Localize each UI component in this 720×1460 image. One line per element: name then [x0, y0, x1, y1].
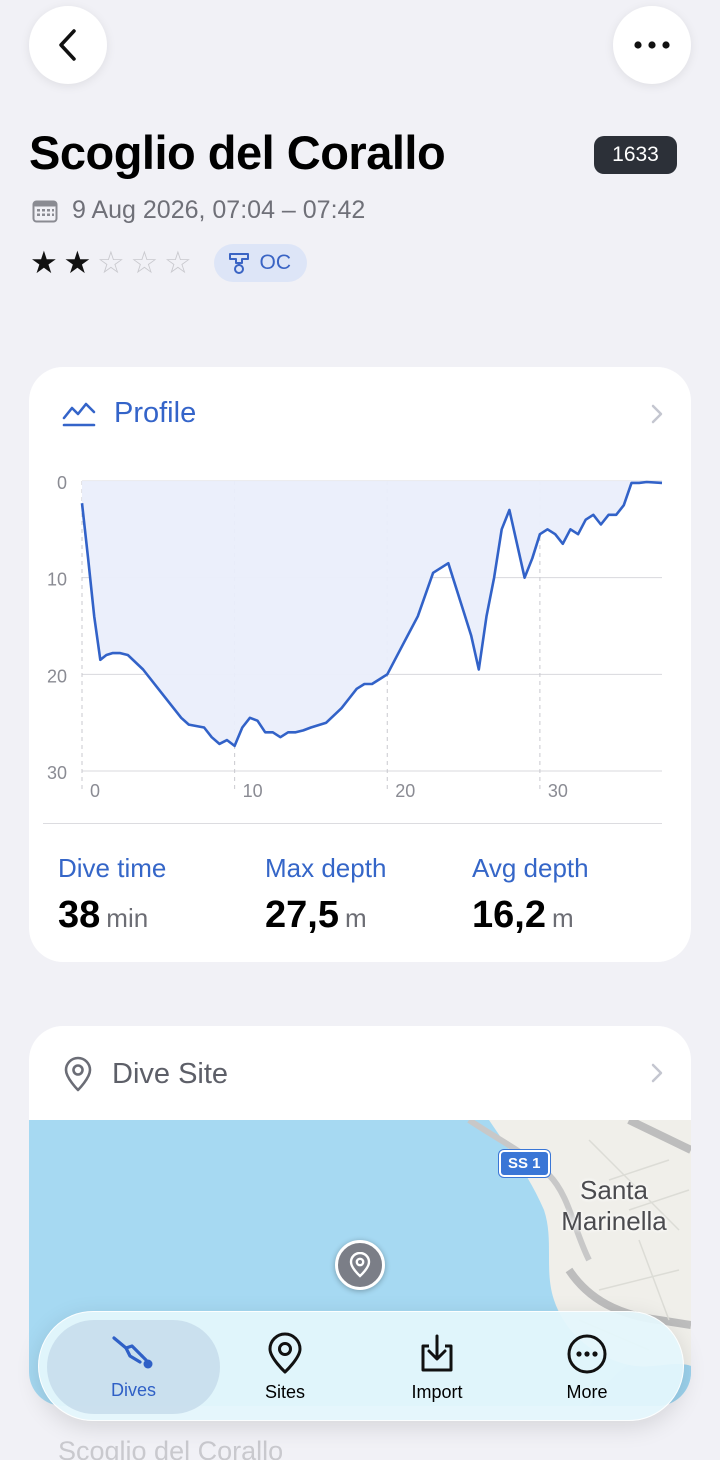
stat-unit: min — [106, 903, 149, 933]
stat-dive-time: Dive time 38 min — [58, 853, 166, 937]
import-icon — [421, 1334, 453, 1371]
stat-max-depth: Max depth 27,5 m — [265, 853, 386, 937]
circuit-badge-label: OC — [259, 251, 292, 274]
stat-avg-depth: Avg depth 16,2 m — [472, 853, 589, 937]
site-name-preview: Scoglio del Corallo — [58, 1436, 284, 1460]
date-row: 9 Aug 2026, 07:04 – 07:42 — [32, 196, 365, 225]
y-tick-label: 0 — [57, 473, 67, 493]
map-town-label: Santa Marinella — [561, 1175, 667, 1236]
stat-label: Dive time — [58, 853, 167, 883]
x-tick-label: 20 — [395, 781, 415, 801]
tab-label: More — [566, 1381, 608, 1402]
chevron-right-icon — [651, 404, 663, 424]
dive-site-card-title: Dive Site — [112, 1057, 229, 1090]
depth-profile-chart: 0 10 20 30 0 10 20 30 — [47, 473, 663, 801]
map-pin-icon — [268, 1332, 302, 1373]
calendar-icon — [32, 200, 58, 222]
depth-line — [80, 480, 663, 748]
tab-label: Sites — [264, 1381, 306, 1402]
dive-site-card-header: Dive Site — [62, 1056, 228, 1092]
x-tick-label: 0 — [90, 781, 100, 801]
star-empty-icon[interactable]: ☆ — [164, 245, 192, 280]
y-tick-label: 30 — [47, 763, 67, 783]
stats-divider — [43, 823, 662, 824]
tank-valve-icon — [228, 253, 249, 274]
chart-line-icon — [62, 402, 96, 426]
dive-date-range: 9 Aug 2026, 07:04 – 07:42 — [72, 196, 366, 224]
chevron-left-icon — [59, 29, 76, 61]
tab-label: Import — [411, 1381, 463, 1402]
tab-label: Dives — [110, 1379, 156, 1400]
chevron-right-icon — [651, 1063, 663, 1083]
x-tick-label: 10 — [243, 781, 263, 801]
location-pin-icon — [349, 1252, 371, 1278]
profile-card-title: Profile — [114, 397, 197, 429]
y-tick-label: 10 — [47, 570, 67, 590]
y-tick-label: 20 — [47, 666, 67, 686]
star-filled-icon[interactable]: ★ — [30, 245, 58, 280]
stat-label: Max depth — [265, 853, 387, 883]
dive-number-badge: 1633 — [594, 136, 677, 174]
profile-card-header: Profile — [62, 397, 196, 430]
site-pin-marker[interactable] — [335, 1240, 385, 1290]
stat-label: Avg depth — [472, 853, 589, 883]
stat-unit: m — [551, 903, 574, 933]
tab-bar: Dives Sites Import More — [38, 1311, 684, 1421]
stat-value: 27,5 — [265, 894, 339, 936]
tab-sites[interactable]: Sites — [209, 1312, 361, 1422]
stat-value: 38 — [58, 894, 101, 936]
stat-value: 16,2 — [472, 894, 546, 936]
star-filled-icon[interactable]: ★ — [63, 245, 92, 280]
location-pin-icon — [64, 1056, 92, 1092]
tab-more[interactable]: More — [511, 1312, 663, 1422]
more-circle-icon — [567, 1334, 607, 1373]
diver-icon — [111, 1335, 152, 1368]
circuit-badge: OC — [213, 244, 307, 282]
star-empty-icon[interactable]: ☆ — [97, 245, 125, 280]
tab-dives[interactable]: Dives — [47, 1320, 220, 1414]
dive-title: Scoglio del Corallo — [29, 126, 446, 179]
tab-import[interactable]: Import — [361, 1312, 513, 1422]
rating-row: ★ ★ ☆ ☆ ☆ OC — [30, 244, 307, 282]
more-options-button[interactable] — [613, 6, 691, 84]
x-tick-label: 30 — [548, 781, 568, 801]
stat-unit: m — [344, 903, 367, 933]
star-rating[interactable]: ★ ★ ☆ ☆ ☆ — [30, 244, 198, 282]
depth-area — [82, 481, 662, 746]
profile-card[interactable]: Profile 0 10 20 30 0 10 20 30 Dive time 38 min M… — [29, 367, 691, 962]
road-shield: SS 1 — [499, 1150, 550, 1177]
star-empty-icon[interactable]: ☆ — [130, 245, 159, 280]
ellipsis-icon — [634, 41, 670, 49]
back-button[interactable] — [29, 6, 107, 84]
